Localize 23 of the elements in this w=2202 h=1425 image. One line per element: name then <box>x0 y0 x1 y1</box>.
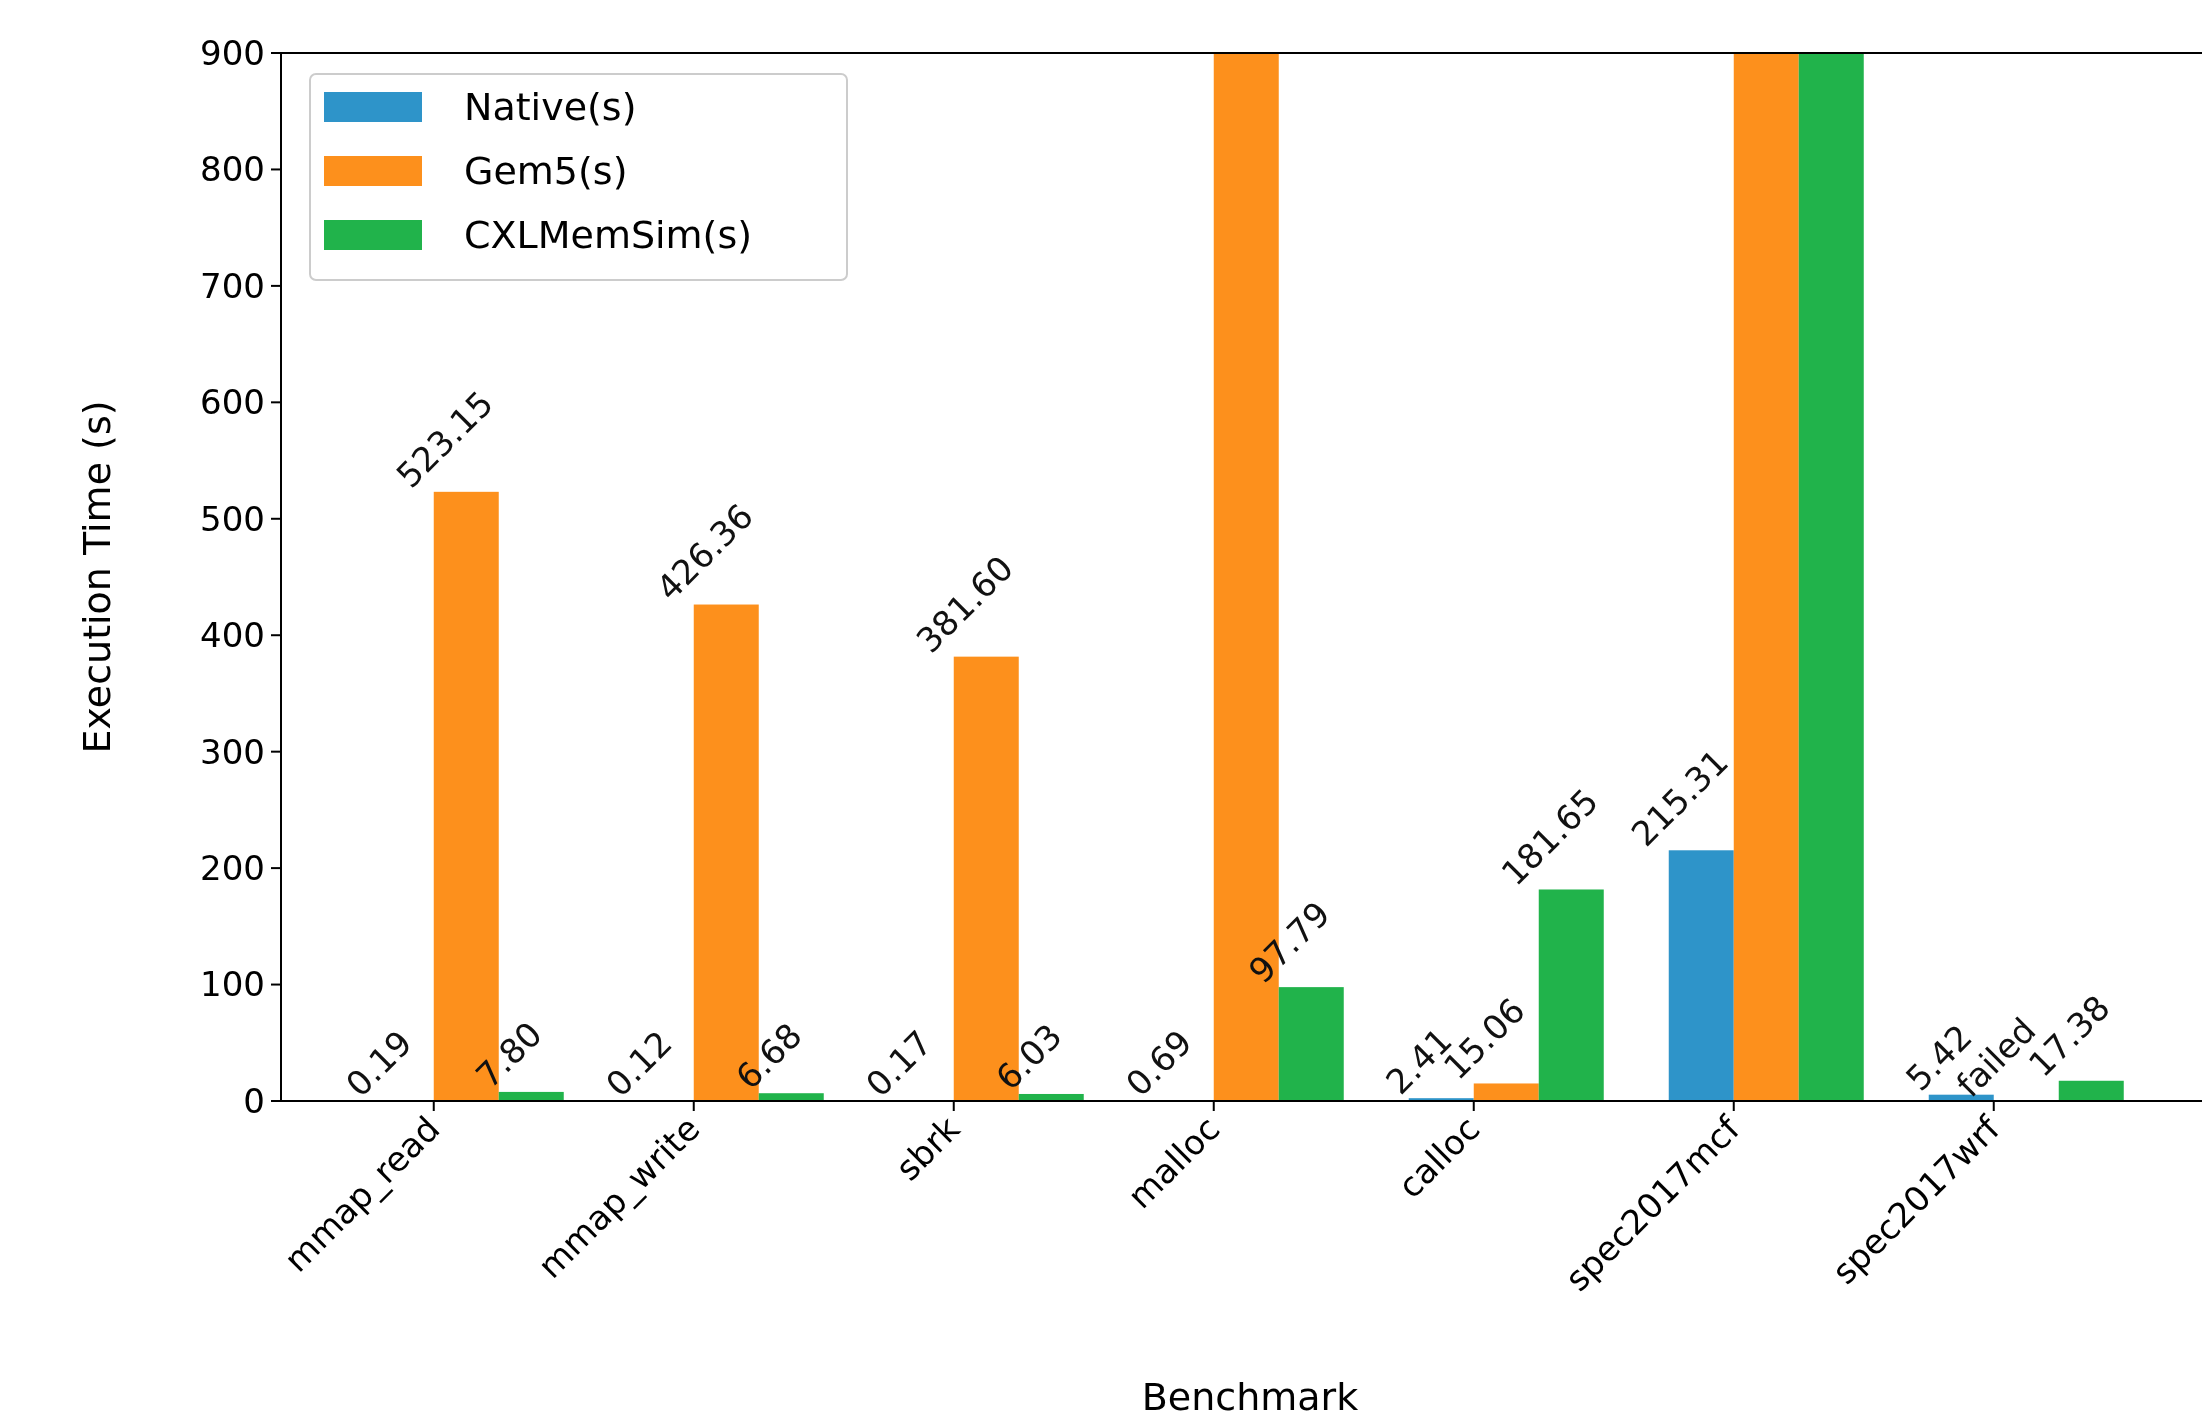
y-tick-label: 900 <box>200 32 265 73</box>
y-tick-label: 400 <box>200 615 265 656</box>
legend-label: CXLMemSim(s) <box>464 213 753 258</box>
y-axis-title: Execution Time (s) <box>75 400 119 754</box>
y-tick-label: 100 <box>200 964 265 1005</box>
legend-label: Native(s) <box>464 85 637 130</box>
y-tick-label: 300 <box>200 731 265 772</box>
y-tick-label: 800 <box>200 149 265 190</box>
bar <box>1668 850 1734 1101</box>
bar <box>1278 987 1344 1101</box>
x-axis-title: Benchmark <box>1141 1375 1359 1419</box>
bar <box>1473 1083 1539 1101</box>
y-tick-label: 200 <box>200 848 265 889</box>
y-tick-label: 600 <box>200 382 265 423</box>
bar <box>1798 53 1864 1101</box>
bar <box>1733 53 1799 1101</box>
bar <box>1538 889 1604 1101</box>
bar <box>758 1093 824 1101</box>
y-tick-label: 700 <box>200 265 265 306</box>
y-tick-label: 500 <box>200 498 265 539</box>
bar <box>2058 1080 2124 1101</box>
y-tick-label: 0 <box>243 1080 265 1121</box>
legend-label: Gem5(s) <box>464 149 628 194</box>
